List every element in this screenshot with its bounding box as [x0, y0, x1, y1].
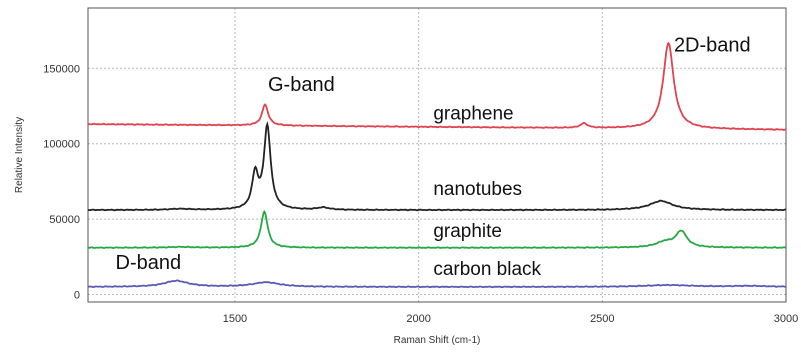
series-label: graphene	[433, 104, 513, 125]
series-label: nanotubes	[433, 179, 522, 200]
x-tick-label: 3000	[774, 313, 798, 325]
series-lines	[87, 41, 787, 289]
plot-frame	[87, 7, 787, 303]
series-labels: graphene nanotubes graphite carbon black	[433, 104, 541, 280]
y-tick-label: 50000	[49, 214, 80, 226]
grid	[88, 8, 786, 302]
y-axis-ticks: 0 50000 100000 150000	[43, 63, 80, 301]
annotations: G-band 2D-band D-band	[116, 35, 751, 274]
band-annotation: 2D-band	[674, 35, 751, 57]
series-line	[87, 41, 787, 131]
x-tick-label: 2500	[590, 313, 614, 325]
band-annotation: D-band	[116, 252, 182, 274]
series-label: graphite	[433, 221, 502, 242]
y-axis-title: Relative Intensity	[14, 117, 25, 193]
y-tick-label: 0	[74, 289, 80, 301]
x-axis-title: Raman Shift (cm-1)	[394, 335, 481, 346]
series-line	[87, 209, 787, 250]
x-tick-label: 1500	[223, 313, 247, 325]
x-tick-label: 2000	[406, 313, 430, 325]
series-line	[88, 279, 786, 289]
series-label: carbon black	[433, 259, 541, 280]
y-tick-label: 100000	[43, 139, 80, 151]
x-axis-ticks: 1500 2000 2500 3000	[223, 313, 799, 325]
band-annotation: G-band	[268, 74, 335, 96]
series-line	[87, 121, 787, 212]
y-tick-label: 150000	[43, 63, 80, 75]
